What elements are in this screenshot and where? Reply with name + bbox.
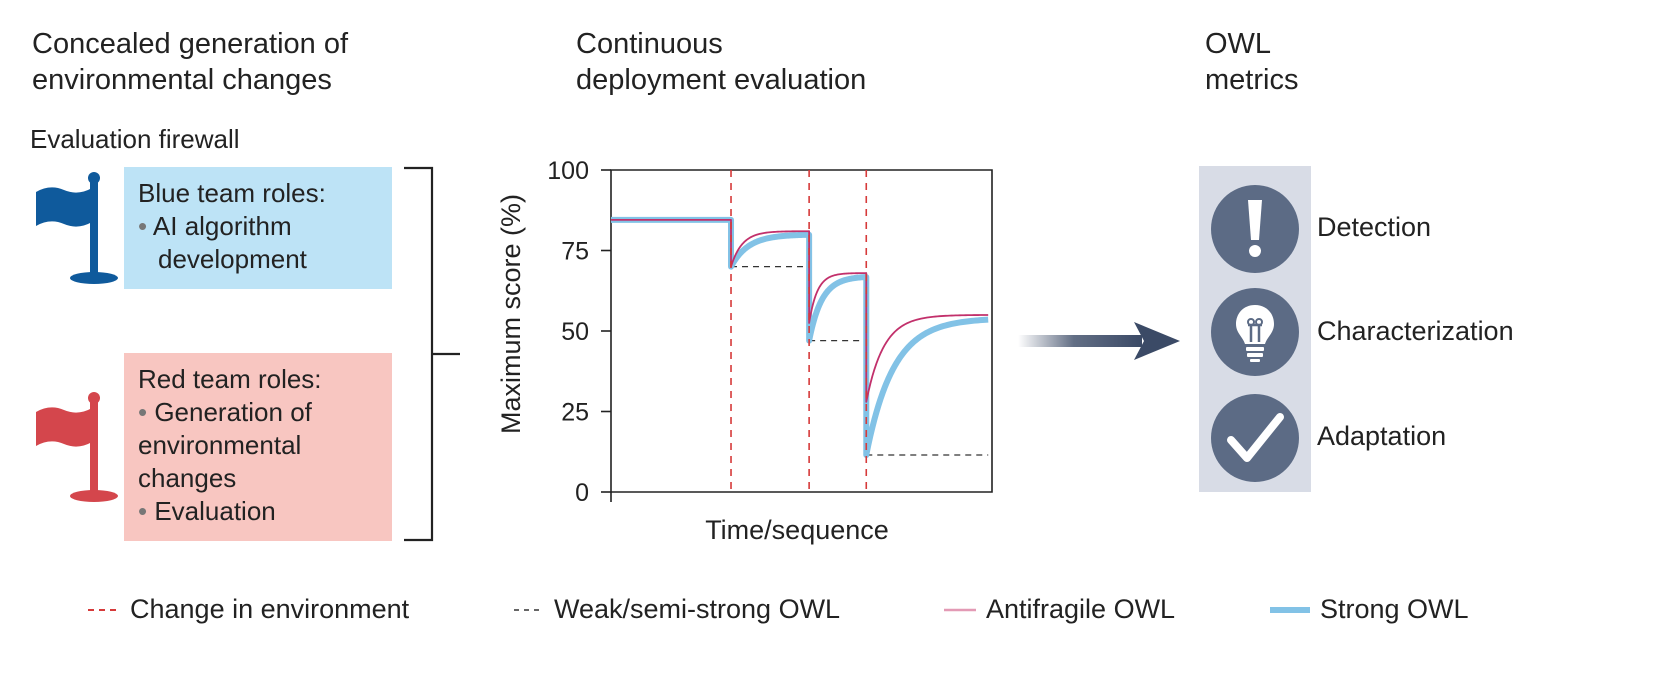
blue-team-title: Blue team roles: [138, 178, 326, 208]
metric-adaptation-label: Adaptation [1317, 421, 1447, 451]
weak-owl-lines [731, 265, 989, 456]
legend-label: Change in environment [130, 594, 410, 624]
strong-owl-curve [611, 216, 990, 458]
red-team-title: Red team roles: [138, 364, 322, 394]
plot-frame [610, 169, 993, 493]
antifragile-owl-line [611, 219, 989, 403]
right-arrow-icon [1018, 322, 1180, 360]
antifragile-owl-curve [611, 219, 989, 403]
change-lines [730, 170, 868, 492]
y-tick-label-75: 75 [561, 238, 589, 266]
pink-line-icon [944, 608, 976, 611]
checkmark-icon [1211, 394, 1299, 482]
y-tick-label-50: 50 [561, 318, 589, 346]
legend-antifragile-owl: Antifragile OWL [944, 594, 1175, 625]
exclamation-icon [1211, 185, 1299, 273]
legend-label: Weak/semi-strong OWL [554, 594, 841, 624]
right-heading: OWL metrics [1205, 26, 1298, 98]
red-team-item-1-cont-b: changes [138, 463, 237, 493]
blue-team-box: Blue team roles: AI algorithm developmen… [124, 167, 392, 289]
red-flag-icon [36, 392, 118, 502]
blue-team-item-1-cont: development [158, 244, 307, 274]
red-team-item-2: Evaluation [138, 495, 378, 528]
blue-team-item-1: AI algorithm [138, 210, 378, 243]
red-dashed-line-icon [88, 608, 120, 611]
legend-strong-owl: Strong OWL [1270, 594, 1469, 625]
right-heading-line-2: metrics [1205, 64, 1299, 96]
evaluation-firewall-label: Evaluation firewall [30, 124, 240, 154]
y-tick-label-25: 25 [561, 399, 589, 427]
blue-flag-icon [36, 172, 118, 284]
metric-detection-label: Detection [1317, 212, 1432, 242]
metric-characterization-label: Characterization [1317, 316, 1514, 346]
red-team-item-1: Generation of [138, 396, 378, 429]
legend-label: Strong OWL [1320, 594, 1469, 624]
black-dashed-line-icon [514, 608, 544, 611]
chart-axes [601, 169, 993, 502]
middle-heading-line-1: Continuous [576, 28, 723, 60]
y-tick-label-100: 100 [547, 157, 589, 185]
left-heading-line-2: environmental changes [32, 64, 332, 96]
left-heading: Concealed generation of environmental ch… [32, 26, 348, 98]
legend-label: Antifragile OWL [986, 594, 1176, 624]
right-heading-line-1: OWL [1205, 28, 1272, 60]
middle-heading-line-2: deployment evaluation [576, 64, 867, 96]
red-team-box: Red team roles: Generation of environmen… [124, 353, 392, 541]
y-tick-label-0: 0 [575, 479, 589, 507]
blue-thick-line-icon [1270, 606, 1310, 613]
red-team-item-1-cont-a: environmental [138, 430, 302, 460]
strong-owl-line [611, 216, 990, 458]
lightbulb-icon [1211, 288, 1299, 376]
firewall-bracket [404, 166, 460, 542]
y-axis-label: Maximum score (%) [496, 194, 526, 434]
legend-change-in-environment: Change in environment [88, 594, 409, 625]
evaluation-chart: 0 25 50 75 100 Maximum score (%) Time/sequen… [496, 157, 993, 545]
legend-weak-owl: Weak/semi-strong OWL [514, 594, 840, 625]
left-heading-line-1: Concealed generation of [32, 28, 349, 60]
y-tick-labels: 0 25 50 75 100 [547, 157, 589, 507]
middle-heading: Continuous deployment evaluation [576, 26, 866, 98]
x-axis-label: Time/sequence [705, 515, 889, 545]
